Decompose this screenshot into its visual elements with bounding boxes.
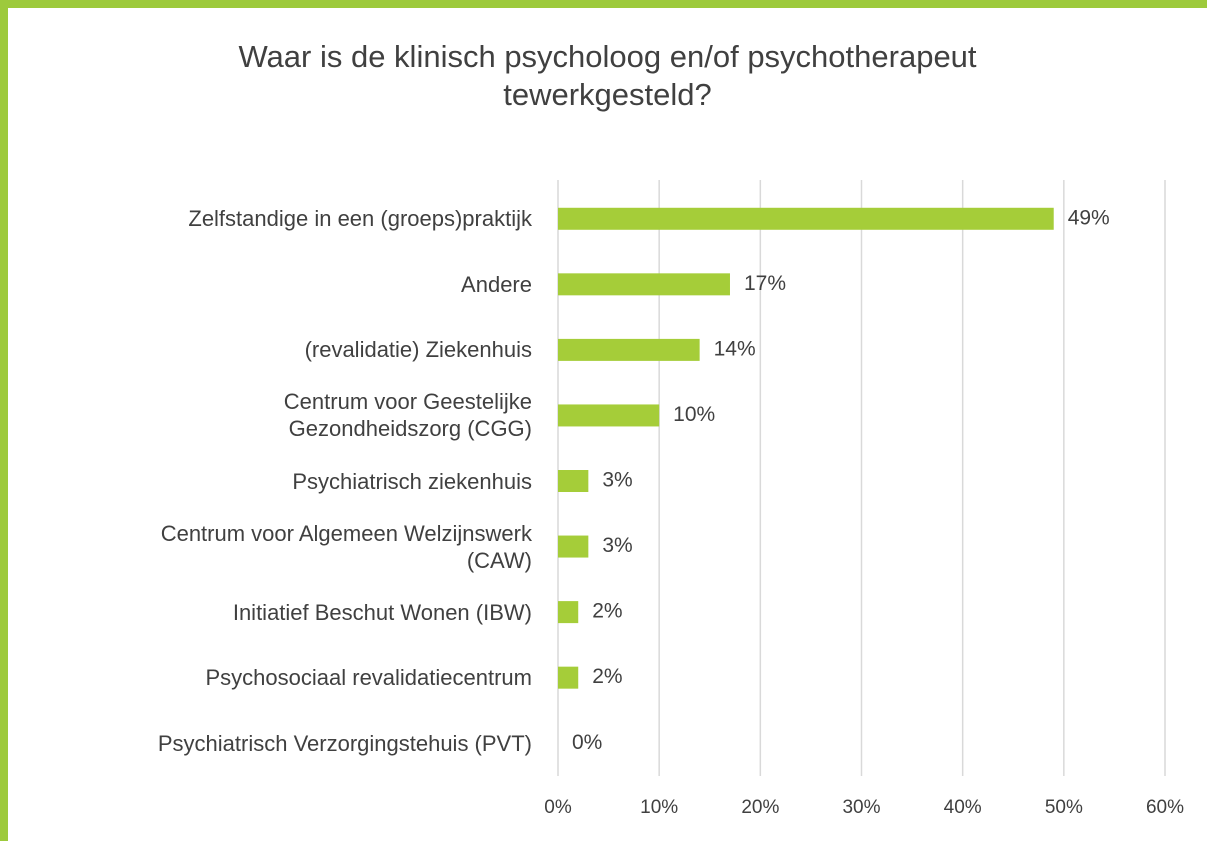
bar: [558, 470, 589, 492]
bar: [558, 666, 579, 689]
bar: [558, 338, 700, 361]
category-label: Andere: [461, 271, 532, 297]
value-label: 2%: [592, 665, 622, 688]
category-label: Initiatief Beschut Wonen (IBW): [232, 599, 532, 625]
x-tick-label: 60%: [1146, 797, 1184, 818]
category-label: Zelfstandige in een (groeps)praktijk: [188, 206, 532, 232]
value-label: 49%: [1068, 206, 1110, 229]
value-label: 3%: [602, 469, 632, 492]
bar: [558, 601, 579, 624]
category-label: Psychiatrisch Verzorgingstehuis (PVT): [157, 730, 532, 756]
value-label: 10%: [673, 403, 715, 426]
bar: [558, 273, 730, 296]
category-label: Centrum voor Geestelijke Gezondheidszorg…: [283, 389, 532, 442]
x-tick-label: 10%: [640, 797, 678, 818]
x-tick-label: 50%: [1045, 797, 1083, 818]
value-label: 14%: [714, 337, 756, 360]
category-label: Centrum voor Algemeen Welzijnswerk (CAW): [160, 520, 532, 573]
x-tick-label: 40%: [944, 797, 982, 818]
category-label: (revalidatie) Ziekenhuis: [304, 337, 532, 363]
value-label: 17%: [744, 272, 786, 295]
value-label: 2%: [592, 600, 622, 623]
x-tick-label: 20%: [741, 797, 779, 818]
x-tick-label: 30%: [842, 797, 880, 818]
bar: [558, 404, 660, 427]
plot: 0% 10% 20% 30% 40% 50% 60% 49% 17% 14% 10% 3% 3% 2% 2%…: [544, 180, 1184, 818]
value-label: 0%: [572, 731, 602, 754]
category-label: Psychiatrisch ziekenhuis: [292, 468, 532, 494]
category-label: Psychosociaal revalidatiecentrum: [205, 665, 533, 691]
value-label: 3%: [602, 534, 632, 557]
chart-title: Waar is de klinisch psycholoog en/of psy…: [238, 39, 977, 112]
bar: [558, 207, 1054, 230]
x-tick-label: 0%: [544, 797, 572, 818]
bar: [558, 535, 589, 558]
